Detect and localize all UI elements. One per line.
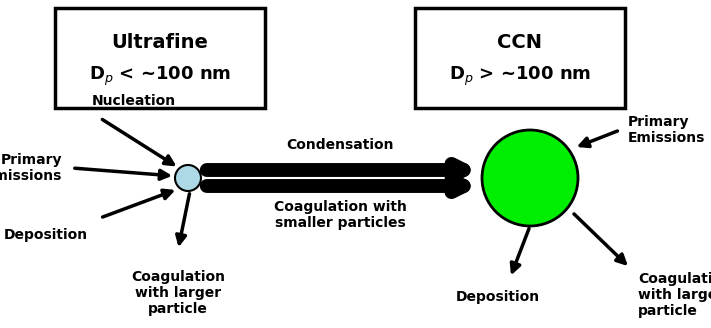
Text: D$_p$ > ~100 nm: D$_p$ > ~100 nm [449,64,591,88]
Text: Coagulation
with larger
particle: Coagulation with larger particle [638,272,711,318]
Text: Coagulation
with larger
particle: Coagulation with larger particle [131,270,225,317]
Text: Coagulation with
smaller particles: Coagulation with smaller particles [274,200,407,230]
Text: Primary
Emissions: Primary Emissions [0,153,62,183]
Text: Primary
Emissions: Primary Emissions [628,115,705,145]
Text: Condensation: Condensation [287,138,394,152]
FancyBboxPatch shape [55,8,265,108]
Circle shape [175,165,201,191]
Circle shape [482,130,578,226]
Text: Nucleation: Nucleation [92,94,176,108]
Text: Deposition: Deposition [4,228,88,242]
Text: Deposition: Deposition [456,290,540,304]
Text: D$_p$ < ~100 nm: D$_p$ < ~100 nm [89,64,231,88]
Text: Ultrafine: Ultrafine [112,32,208,51]
Text: CCN: CCN [498,32,542,51]
FancyBboxPatch shape [415,8,625,108]
